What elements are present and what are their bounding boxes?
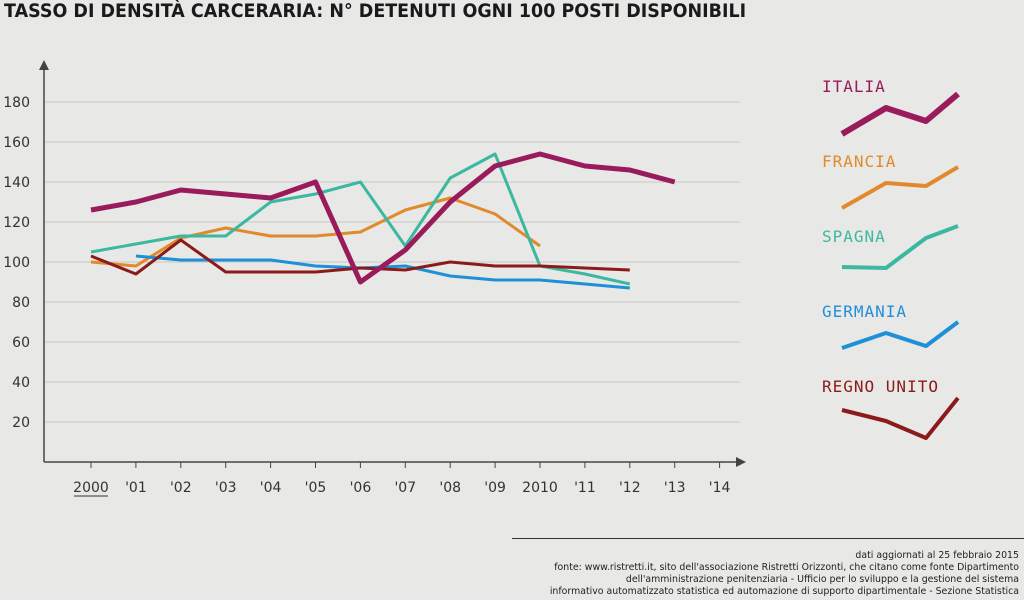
- x-tick-label: '14: [709, 480, 731, 496]
- legend-swatch-italia: [840, 91, 960, 137]
- footer-updated: dati aggiornati al 25 febbraio 2015: [855, 550, 1019, 561]
- legend-swatch-germania: [841, 320, 960, 350]
- legend-swatch-spagna: [841, 224, 959, 270]
- x-axis-ticks: 2000 '01 '02 '03 '04 '05 '06 '07 '08 '09 2010 '11 '1…: [73, 462, 731, 497]
- x-tick-label: '11: [574, 480, 596, 496]
- x-tick-label: '05: [305, 480, 327, 496]
- legend: ITALIA FRANCIA SPAGNA GERMANIA REGNO UNITO: [822, 77, 960, 440]
- y-tick-label: 180: [3, 95, 30, 111]
- x-tick-label: '03: [215, 480, 237, 496]
- x-tick-label: '13: [664, 480, 686, 496]
- y-tick-label: 40: [12, 375, 30, 391]
- footer-divider: [512, 538, 1024, 539]
- y-tick-label: 120: [3, 215, 30, 231]
- y-tick-label: 60: [12, 335, 30, 351]
- x-tick-label: '02: [170, 480, 192, 496]
- series-line-regno-unito: [90, 238, 630, 276]
- footer-source: dati aggiornati al 25 febbraio 2015 font…: [550, 550, 1019, 598]
- legend-swatch-francia: [841, 165, 960, 210]
- y-tick-label: 20: [12, 415, 30, 431]
- series-line-spagna: [90, 152, 631, 286]
- legend-label-italia: ITALIA: [822, 77, 886, 96]
- footer-source-line-1: fonte: www.ristretti.it, sito dell'assoc…: [554, 562, 1019, 573]
- y-tick-label: 100: [3, 255, 30, 271]
- legend-label-regno-unito: REGNO UNITO: [822, 377, 939, 396]
- x-tick-label: '07: [394, 480, 416, 496]
- legend-label-germania: GERMANIA: [822, 302, 907, 321]
- x-tick-label: '04: [260, 480, 282, 496]
- y-tick-label: 80: [12, 295, 30, 311]
- x-tick-label: 2000: [73, 480, 109, 496]
- y-tick-label: 160: [3, 135, 30, 151]
- x-tick-label: '06: [350, 480, 372, 496]
- footer-source-line-2: dell'amministrazione penitenziaria - Uff…: [625, 574, 1019, 585]
- y-axis-ticks: 20 40 60 80 100 120 140 160 180: [3, 95, 30, 431]
- series-lines: [90, 151, 676, 290]
- x-tick-label: '09: [484, 480, 506, 496]
- legend-label-spagna: SPAGNA: [822, 227, 886, 246]
- legend-label-francia: FRANCIA: [822, 152, 896, 171]
- x-tick-label: '12: [619, 480, 641, 496]
- footer-source-line-3: informativo automatizzato statistica ed …: [549, 586, 1019, 597]
- x-axis-arrow: [736, 457, 746, 467]
- series-line-italia: [90, 151, 676, 285]
- axes: [39, 60, 746, 467]
- y-axis-arrow: [39, 60, 49, 70]
- y-tick-label: 140: [3, 175, 30, 191]
- series-line-francia: [90, 196, 541, 268]
- x-tick-label: '01: [125, 480, 147, 496]
- x-tick-label: 2010: [522, 480, 558, 496]
- chart-title: TASSO DI DENSITÀ CARCERARIA: N° DETENUTI…: [4, 0, 747, 22]
- legend-swatch-regno-unito: [841, 396, 960, 440]
- x-tick-label: '08: [439, 480, 461, 496]
